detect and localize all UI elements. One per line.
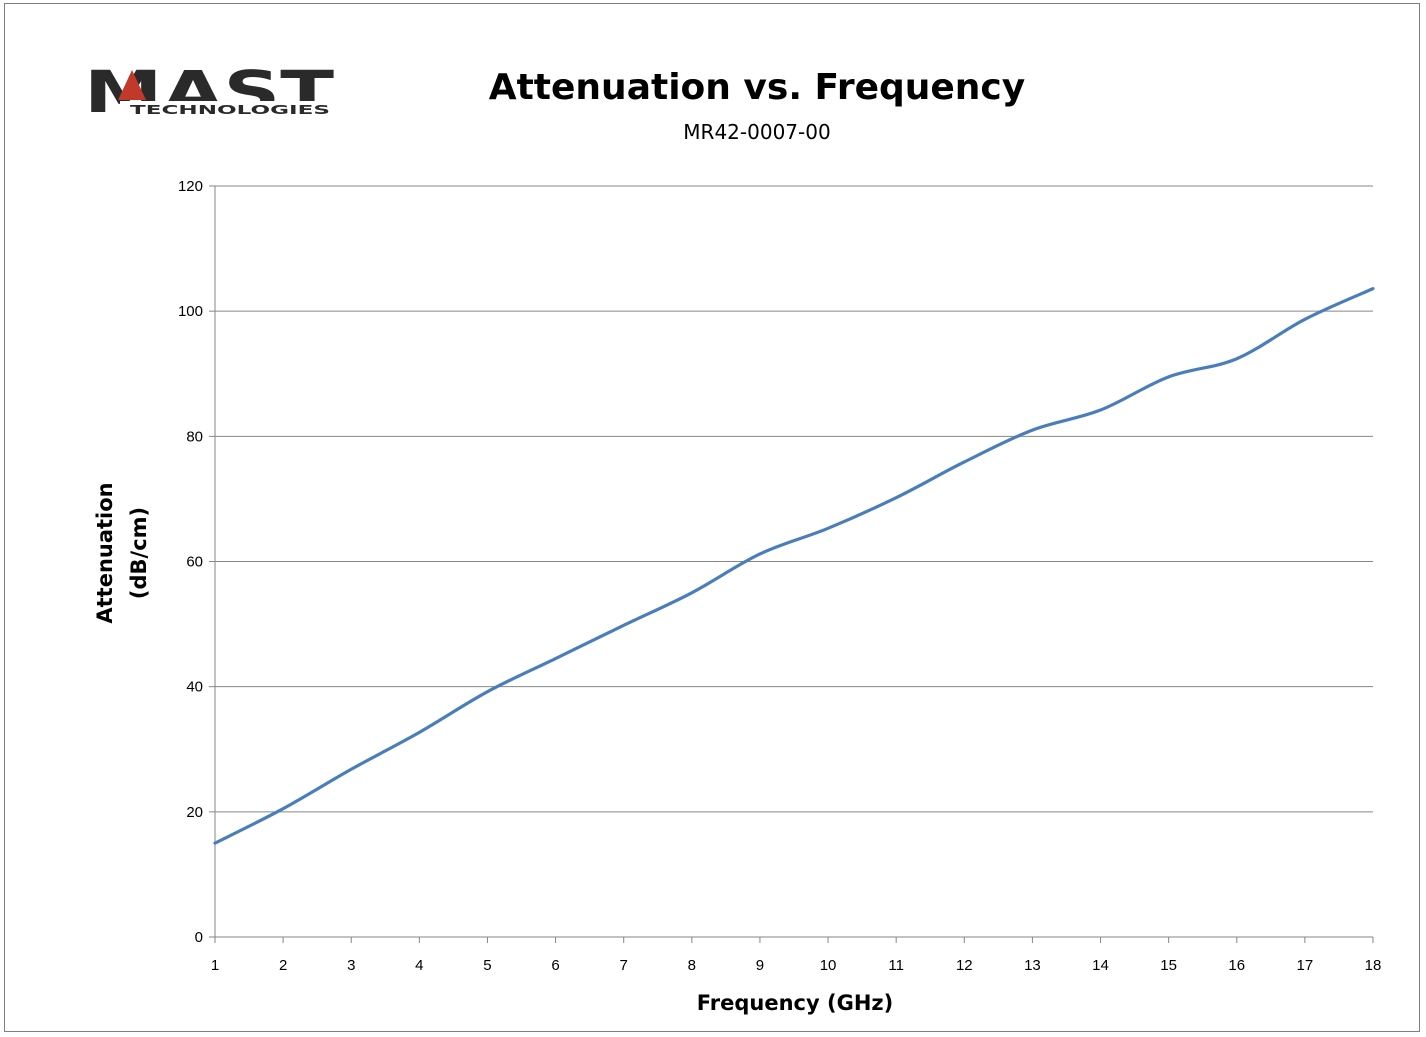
x-tick-label: 18 (1365, 957, 1382, 974)
x-tick-label: 16 (1228, 957, 1245, 974)
mast-logo: MAST TECHNOLOGIES (84, 58, 335, 126)
x-tick-label: 8 (688, 957, 696, 974)
y-axis-title-line-2: (dB/cm) (127, 507, 151, 599)
y-tick-label: 80 (186, 428, 203, 445)
logo-band (120, 101, 332, 116)
series-line (213, 287, 1375, 845)
axes (209, 185, 1374, 943)
y-axis-title: Attenuation (dB/cm) (93, 482, 151, 623)
x-tick-label: 9 (756, 957, 764, 974)
logo-sub-text: TECHNOLOGIES (130, 103, 330, 117)
x-tick-label: 1 (211, 957, 219, 974)
x-axis-title: Frequency (GHz) (697, 991, 893, 1015)
y-tick-label: 60 (186, 554, 203, 571)
y-tick-label: 0 (195, 929, 203, 946)
y-tick-label: 120 (178, 178, 203, 195)
x-tick-label: 10 (820, 957, 837, 974)
chart-title: Attenuation vs. Frequency (489, 67, 1026, 108)
x-tick-label: 13 (1024, 957, 1041, 974)
y-tick-label: 100 (178, 303, 203, 320)
y-tick-labels: 0 20 40 60 80 100 120 (178, 178, 203, 946)
logo-triangle-icon (118, 70, 146, 100)
x-tick-label: 11 (888, 957, 904, 974)
y-tick-label: 40 (186, 679, 203, 696)
x-tick-label: 6 (551, 957, 559, 974)
x-tick-label: 12 (956, 957, 973, 974)
y-axis-title-line-1: Attenuation (93, 482, 117, 623)
series-group (213, 287, 1375, 845)
x-tick-label: 2 (279, 957, 287, 974)
x-tick-label: 5 (483, 957, 491, 974)
chart-frame (4, 3, 1420, 1032)
chart-subtitle: MR42-0007-00 (683, 120, 830, 144)
x-tick-label: 17 (1297, 957, 1314, 974)
x-tick-labels: 1 2 3 4 5 6 7 8 9 10 11 12 13 14 15 16 17 18 (211, 957, 1382, 974)
x-tick-label: 14 (1092, 957, 1109, 974)
y-tick-label: 20 (186, 804, 203, 821)
x-tick-label: 4 (415, 957, 423, 974)
x-tick-label: 15 (1160, 957, 1177, 974)
x-tick-label: 3 (347, 957, 355, 974)
gridlines (215, 185, 1373, 813)
x-tick-label: 7 (620, 957, 628, 974)
